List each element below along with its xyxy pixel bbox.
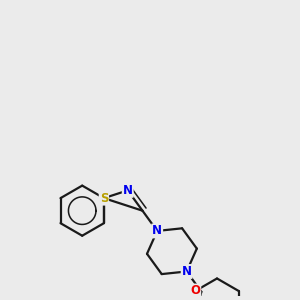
Text: N: N <box>123 184 133 197</box>
Text: S: S <box>100 192 108 205</box>
Text: N: N <box>152 224 162 237</box>
Text: O: O <box>190 284 200 298</box>
Text: N: N <box>182 265 192 278</box>
